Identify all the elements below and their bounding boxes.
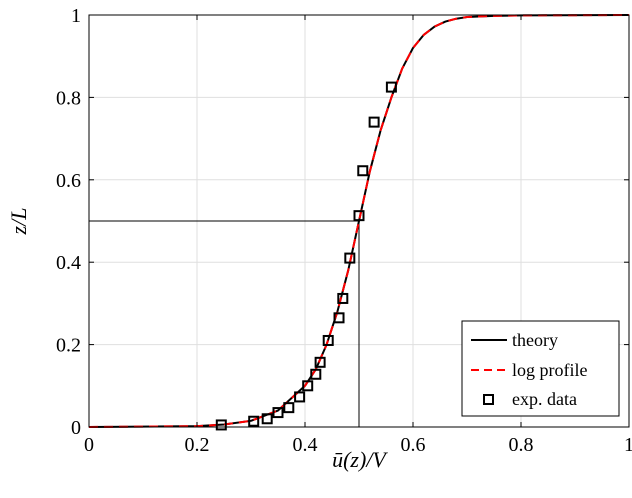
y-tick-label: 0 <box>71 417 81 439</box>
y-tick-label: 0.6 <box>56 170 81 192</box>
x-tick-label: 0 <box>84 434 94 456</box>
x-tick-label: 0.2 <box>185 434 210 456</box>
legend-exp-data-label: exp. data <box>512 389 577 409</box>
legend: theory log profile exp. data <box>461 320 620 417</box>
x-tick-label: 0.6 <box>401 434 426 456</box>
x-tick-label: 0.4 <box>293 434 318 456</box>
exp-data-point <box>283 402 295 414</box>
exp-data-point <box>357 165 369 177</box>
plot-frame <box>88 14 630 428</box>
exp-data-point <box>337 292 349 304</box>
exp-data-point <box>314 356 326 368</box>
exp-data-point <box>294 391 306 403</box>
x-axis-label: ū(z)/V <box>332 447 388 472</box>
y-tick-label: 0.4 <box>56 252 81 274</box>
y-tick-label: 1 <box>71 5 81 27</box>
exp-data-point <box>385 81 397 93</box>
exp-data-point <box>302 380 314 392</box>
exp-data-point <box>215 419 227 431</box>
exp-data-point <box>344 252 356 264</box>
legend-log-profile-label: log profile <box>512 360 587 380</box>
exp-data-point <box>261 413 273 425</box>
exp-data-point <box>368 116 380 128</box>
y-tick-label: 0.8 <box>56 87 81 109</box>
x-tick-label: 0.8 <box>509 434 534 456</box>
exp-data-point <box>322 334 334 346</box>
x-tick-label: 1 <box>624 434 632 456</box>
legend-theory-label: theory <box>512 330 558 350</box>
y-axis-label: z/L <box>6 208 31 236</box>
exp-data-point <box>248 415 260 427</box>
y-tick-label: 0.2 <box>56 335 81 357</box>
exp-data-point <box>353 210 365 222</box>
exp-data-point <box>272 407 284 419</box>
series-layer <box>88 14 630 431</box>
exp-data-point <box>333 312 345 324</box>
legend-box <box>461 320 620 417</box>
tick-layer: 0 0.2 0.4 0.6 0.8 1 0 0.2 0.4 0.6 0.8 1 <box>56 5 632 456</box>
legend-exp-data-marker <box>483 394 494 405</box>
exp-data-point <box>310 368 322 380</box>
